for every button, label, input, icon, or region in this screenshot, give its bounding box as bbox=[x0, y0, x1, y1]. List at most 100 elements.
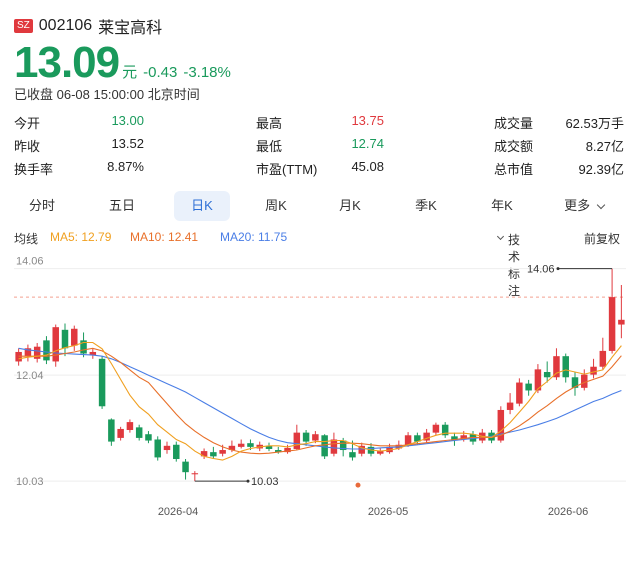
candle-body bbox=[24, 348, 32, 357]
stat-label: 最高 bbox=[256, 116, 283, 131]
candle-body bbox=[330, 439, 338, 454]
tab-weekly-k[interactable]: 周K bbox=[265, 198, 287, 213]
stat-label: 换手率 bbox=[14, 162, 54, 177]
ma-label: 均线 bbox=[14, 232, 39, 246]
tab-intraday[interactable]: 分时 bbox=[28, 198, 55, 213]
stats-row: 今开 13.00 最高 13.75 成交量 62.53万手 bbox=[14, 110, 626, 133]
ma10-value: MA10: 12.41 bbox=[130, 230, 199, 244]
candle-body bbox=[52, 327, 59, 362]
candle-body bbox=[404, 435, 412, 446]
chevron-down-icon bbox=[496, 232, 505, 241]
candle-body bbox=[525, 383, 532, 391]
stock-code: 002106 bbox=[38, 17, 93, 34]
tech-annotation-label: 技术标注 bbox=[508, 233, 521, 298]
candle-body bbox=[321, 435, 328, 457]
price-adjust-toggle[interactable]: 前复权 bbox=[584, 232, 621, 246]
y-tick-label: 10.03 bbox=[16, 476, 44, 488]
tab-more[interactable]: 更多 bbox=[552, 191, 616, 221]
candle-body bbox=[293, 432, 301, 449]
candle-body bbox=[145, 434, 152, 441]
y-tick-label: 14.06 bbox=[16, 256, 44, 268]
candle-body bbox=[71, 328, 78, 346]
stat-label: 昨收 bbox=[14, 139, 41, 154]
candle-body bbox=[414, 435, 421, 442]
ma10-line bbox=[18, 347, 622, 455]
market-badge: SZ bbox=[14, 19, 33, 33]
stock-name: 莱宝高科 bbox=[98, 20, 163, 37]
candle-body bbox=[43, 340, 50, 361]
tab-monthly-k[interactable]: 月K bbox=[339, 198, 361, 213]
price-change-percent: -3.18% bbox=[183, 64, 231, 81]
stat-value: 62.53万手 bbox=[565, 116, 624, 131]
candle-body bbox=[590, 366, 597, 375]
tab-yearly-k[interactable]: 年K bbox=[491, 198, 513, 213]
tab-more-label: 更多 bbox=[564, 198, 591, 213]
stat-value: 8.87% bbox=[107, 159, 144, 174]
price-change: -0.43 bbox=[143, 64, 178, 81]
candle-body bbox=[80, 340, 87, 354]
tab-five-day[interactable]: 五日 bbox=[108, 198, 135, 213]
candle-body bbox=[61, 329, 69, 349]
current-price: 13.09 bbox=[14, 38, 120, 87]
candle-body bbox=[89, 351, 97, 356]
candle-body bbox=[516, 382, 523, 404]
candle-body bbox=[126, 422, 134, 430]
chevron-down-icon bbox=[596, 200, 606, 210]
candle-body bbox=[618, 319, 625, 325]
stat-value: 92.39亿 bbox=[578, 162, 624, 177]
x-tick-label: 2026-05 bbox=[368, 506, 408, 518]
candle-body bbox=[135, 427, 143, 438]
candle-body bbox=[219, 450, 226, 454]
candle-body bbox=[608, 297, 616, 351]
candle-body bbox=[534, 369, 542, 391]
tab-quarterly-k[interactable]: 季K bbox=[415, 198, 437, 213]
x-tick-label: 2026-06 bbox=[548, 506, 588, 518]
candle-body bbox=[117, 428, 124, 438]
stat-label: 成交额 bbox=[494, 139, 534, 154]
stat-value: 13.75 bbox=[351, 113, 384, 128]
candle-body bbox=[191, 473, 199, 475]
moving-average-legend: 均线 MA5: 12.79 MA10: 12.41 MA20: 11.75 技术… bbox=[14, 229, 626, 298]
high-price-label: 14.06 bbox=[527, 264, 555, 276]
stat-value: 13.00 bbox=[111, 113, 144, 128]
stat-label: 总市值 bbox=[494, 162, 534, 177]
stat-label: 今开 bbox=[14, 116, 41, 131]
candle-body bbox=[562, 356, 569, 378]
candle-body bbox=[349, 452, 356, 458]
y-tick-label: 12.04 bbox=[16, 370, 44, 382]
candle-body bbox=[377, 451, 384, 454]
tech-annotation-toggle[interactable]: 技术标注 bbox=[496, 230, 520, 298]
candle-body bbox=[228, 445, 236, 451]
candle-body bbox=[98, 358, 106, 407]
candle-body bbox=[506, 402, 514, 410]
candle-body bbox=[284, 447, 291, 453]
stat-value: 45.08 bbox=[351, 159, 384, 174]
x-tick-label: 2026-04 bbox=[158, 506, 198, 518]
tab-daily-k[interactable]: 日K bbox=[174, 191, 230, 221]
candle-body bbox=[599, 350, 607, 367]
candle-body bbox=[339, 440, 347, 451]
candle-body bbox=[358, 445, 365, 454]
candle-body bbox=[182, 461, 189, 473]
candle-body bbox=[543, 372, 551, 378]
candle-body bbox=[497, 409, 505, 441]
candle-body bbox=[302, 432, 310, 442]
candle-body bbox=[200, 451, 208, 457]
kline-chart[interactable]: 14.06 12.04 10.03 14.06 10.03 2026-04 2026-05 2… bbox=[0, 250, 638, 580]
candle-body bbox=[265, 445, 273, 449]
low-price-label: 10.03 bbox=[251, 476, 279, 488]
candle-body bbox=[108, 419, 115, 442]
stats-row: 昨收 13.52 最低 12.74 成交额 8.27亿 bbox=[14, 133, 626, 156]
candle-body bbox=[247, 443, 254, 447]
market-status: 已收盘 06-08 15:00:00 北京时间 bbox=[14, 87, 200, 102]
price-unit: 元 bbox=[122, 64, 138, 81]
stat-value: 8.27亿 bbox=[585, 139, 624, 154]
candle-body bbox=[312, 434, 319, 441]
stats-row: 换手率 8.87% 市盈(TTM) 45.08 总市值 92.39亿 bbox=[14, 156, 626, 179]
candle-body bbox=[33, 346, 41, 359]
candle-body bbox=[441, 424, 449, 436]
stats-grid: 今开 13.00 最高 13.75 成交量 62.53万手 昨收 13.52 最… bbox=[14, 110, 626, 179]
stat-value: 13.52 bbox=[111, 136, 144, 151]
candle-body bbox=[571, 377, 579, 388]
candle-body bbox=[210, 452, 217, 457]
